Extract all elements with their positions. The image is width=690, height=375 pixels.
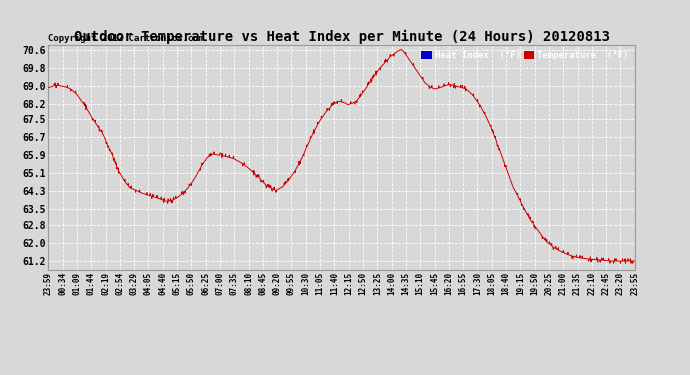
Text: Copyright 2012 Cartronics.com: Copyright 2012 Cartronics.com (48, 34, 204, 43)
Legend: Heat Index  (°F), Temperature  (°F): Heat Index (°F), Temperature (°F) (420, 50, 630, 62)
Title: Outdoor Temperature vs Heat Index per Minute (24 Hours) 20120813: Outdoor Temperature vs Heat Index per Mi… (74, 30, 609, 44)
